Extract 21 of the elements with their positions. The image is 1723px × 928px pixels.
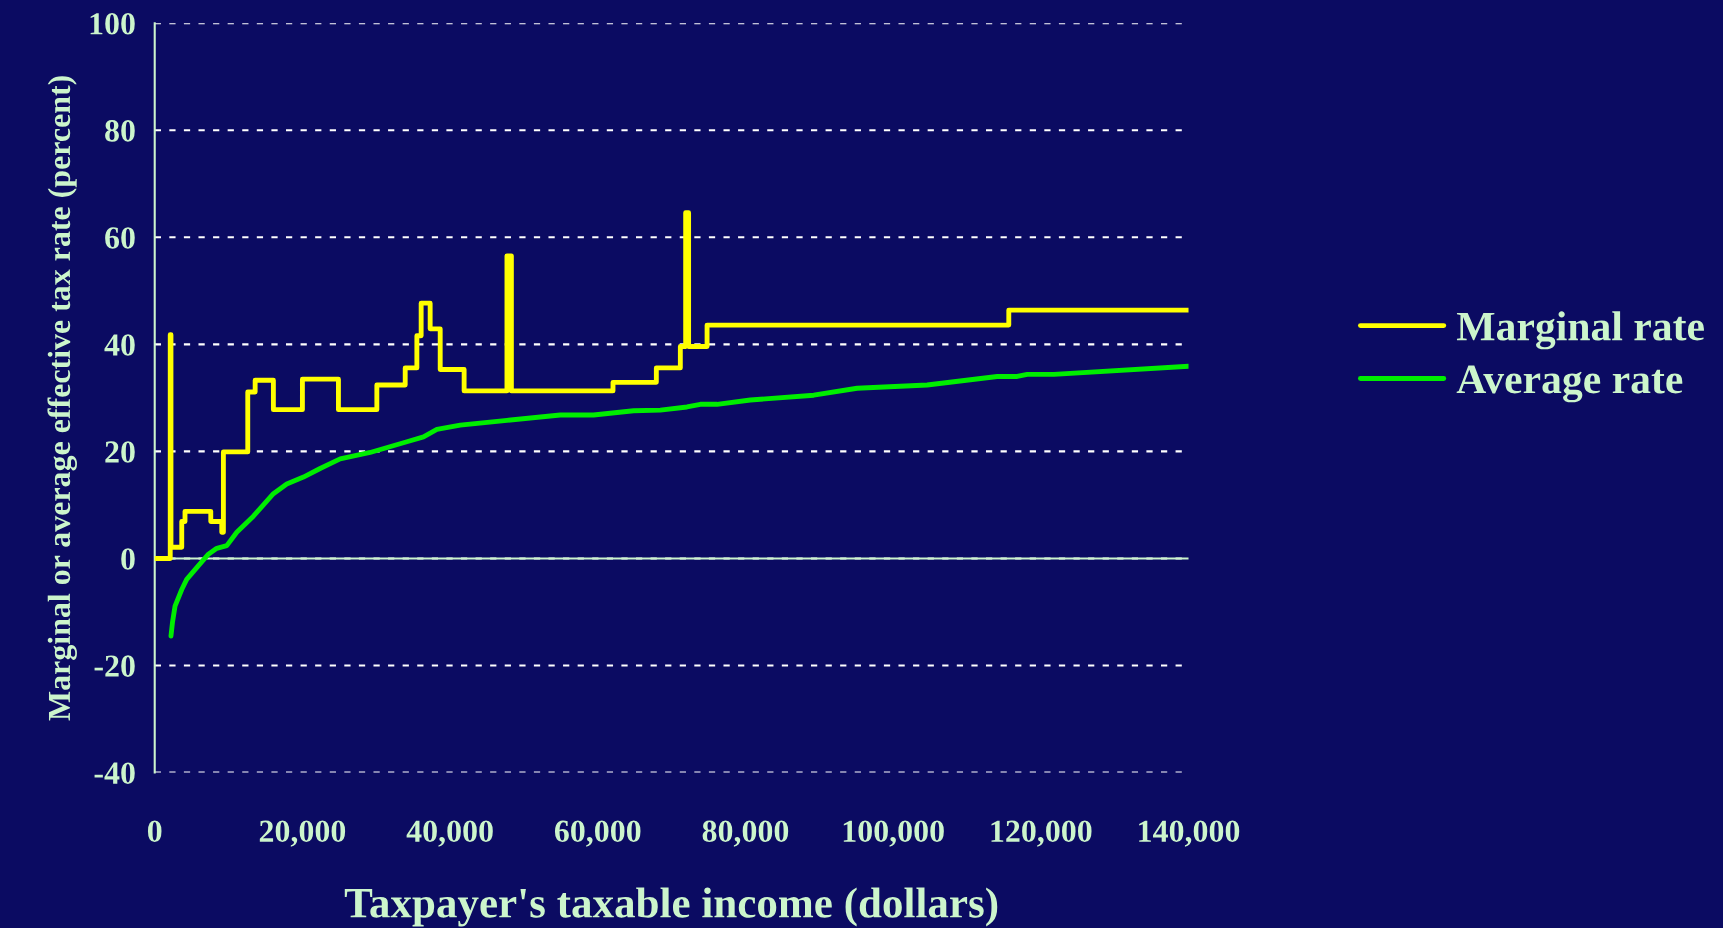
y-tick-label: 0 bbox=[121, 548, 135, 570]
y-tick-label: 20 bbox=[105, 441, 135, 463]
y-tick-label: 100 bbox=[90, 13, 135, 35]
y-tick-label: -40 bbox=[94, 762, 135, 784]
legend-label: Average rate bbox=[1456, 365, 1683, 403]
y-tick-label: 40 bbox=[104, 334, 135, 356]
x-tick-label: 100,000 bbox=[843, 820, 944, 847]
x-tick-label: 80,000 bbox=[702, 820, 789, 847]
x-tick-label: 40,000 bbox=[406, 820, 493, 847]
x-tick-label: 0 bbox=[147, 820, 162, 843]
y-tick-label: 60 bbox=[105, 227, 135, 249]
x-axis-title: Taxpayer's taxable income (dollars) bbox=[344, 887, 998, 927]
x-tick-label: 20,000 bbox=[259, 820, 346, 847]
y-tick-label: -20 bbox=[94, 655, 135, 677]
legend-label: Marginal rate bbox=[1456, 311, 1704, 350]
x-tick-label: 120,000 bbox=[991, 820, 1092, 847]
x-tick-label: 60,000 bbox=[554, 820, 641, 847]
y-axis-title: Marginal or average effective tax rate (percent) bbox=[47, 76, 77, 721]
y-tick-label: 80 bbox=[105, 120, 135, 142]
x-tick-label: 140,000 bbox=[1139, 820, 1240, 847]
line-series bbox=[168, 363, 1189, 639]
